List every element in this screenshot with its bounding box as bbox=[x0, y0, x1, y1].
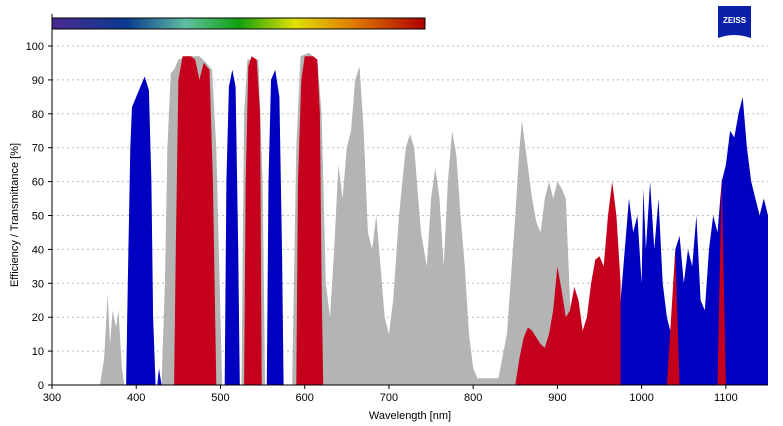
x-tick-label: 400 bbox=[127, 392, 145, 404]
x-tick-label: 800 bbox=[464, 392, 482, 404]
zeiss-logo: ZEISS bbox=[718, 6, 751, 38]
x-axis-label: Wavelength [nm] bbox=[369, 410, 451, 422]
x-tick-label: 300 bbox=[43, 392, 61, 404]
y-tick-label: 20 bbox=[32, 312, 44, 324]
series-area-red bbox=[174, 56, 726, 385]
series-area-gray bbox=[100, 52, 621, 386]
x-tick-label: 1100 bbox=[714, 392, 738, 404]
x-tick-label: 600 bbox=[296, 392, 314, 404]
y-tick-label: 10 bbox=[32, 346, 44, 358]
y-tick-label: 50 bbox=[32, 211, 44, 223]
svg-text:ZEISS: ZEISS bbox=[723, 16, 747, 25]
y-axis-label: Efficiency / Transmittance [%] bbox=[9, 143, 21, 287]
x-tick-label: 900 bbox=[548, 392, 566, 404]
y-tick-label: 0 bbox=[38, 380, 44, 392]
y-tick-label: 100 bbox=[26, 41, 44, 53]
y-tick-label: 90 bbox=[32, 75, 44, 87]
y-tick-label: 80 bbox=[32, 109, 44, 121]
x-tick-label: 500 bbox=[211, 392, 229, 404]
x-tick-label: 700 bbox=[380, 392, 398, 404]
spectrum-colorbar bbox=[51, 17, 426, 30]
x-tick-label: 1000 bbox=[629, 392, 653, 404]
y-tick-label: 70 bbox=[32, 143, 44, 155]
y-tick-label: 30 bbox=[32, 278, 44, 290]
series-area-blue bbox=[126, 69, 769, 385]
y-tick-label: 60 bbox=[32, 177, 44, 189]
y-tick-label: 40 bbox=[32, 244, 44, 256]
